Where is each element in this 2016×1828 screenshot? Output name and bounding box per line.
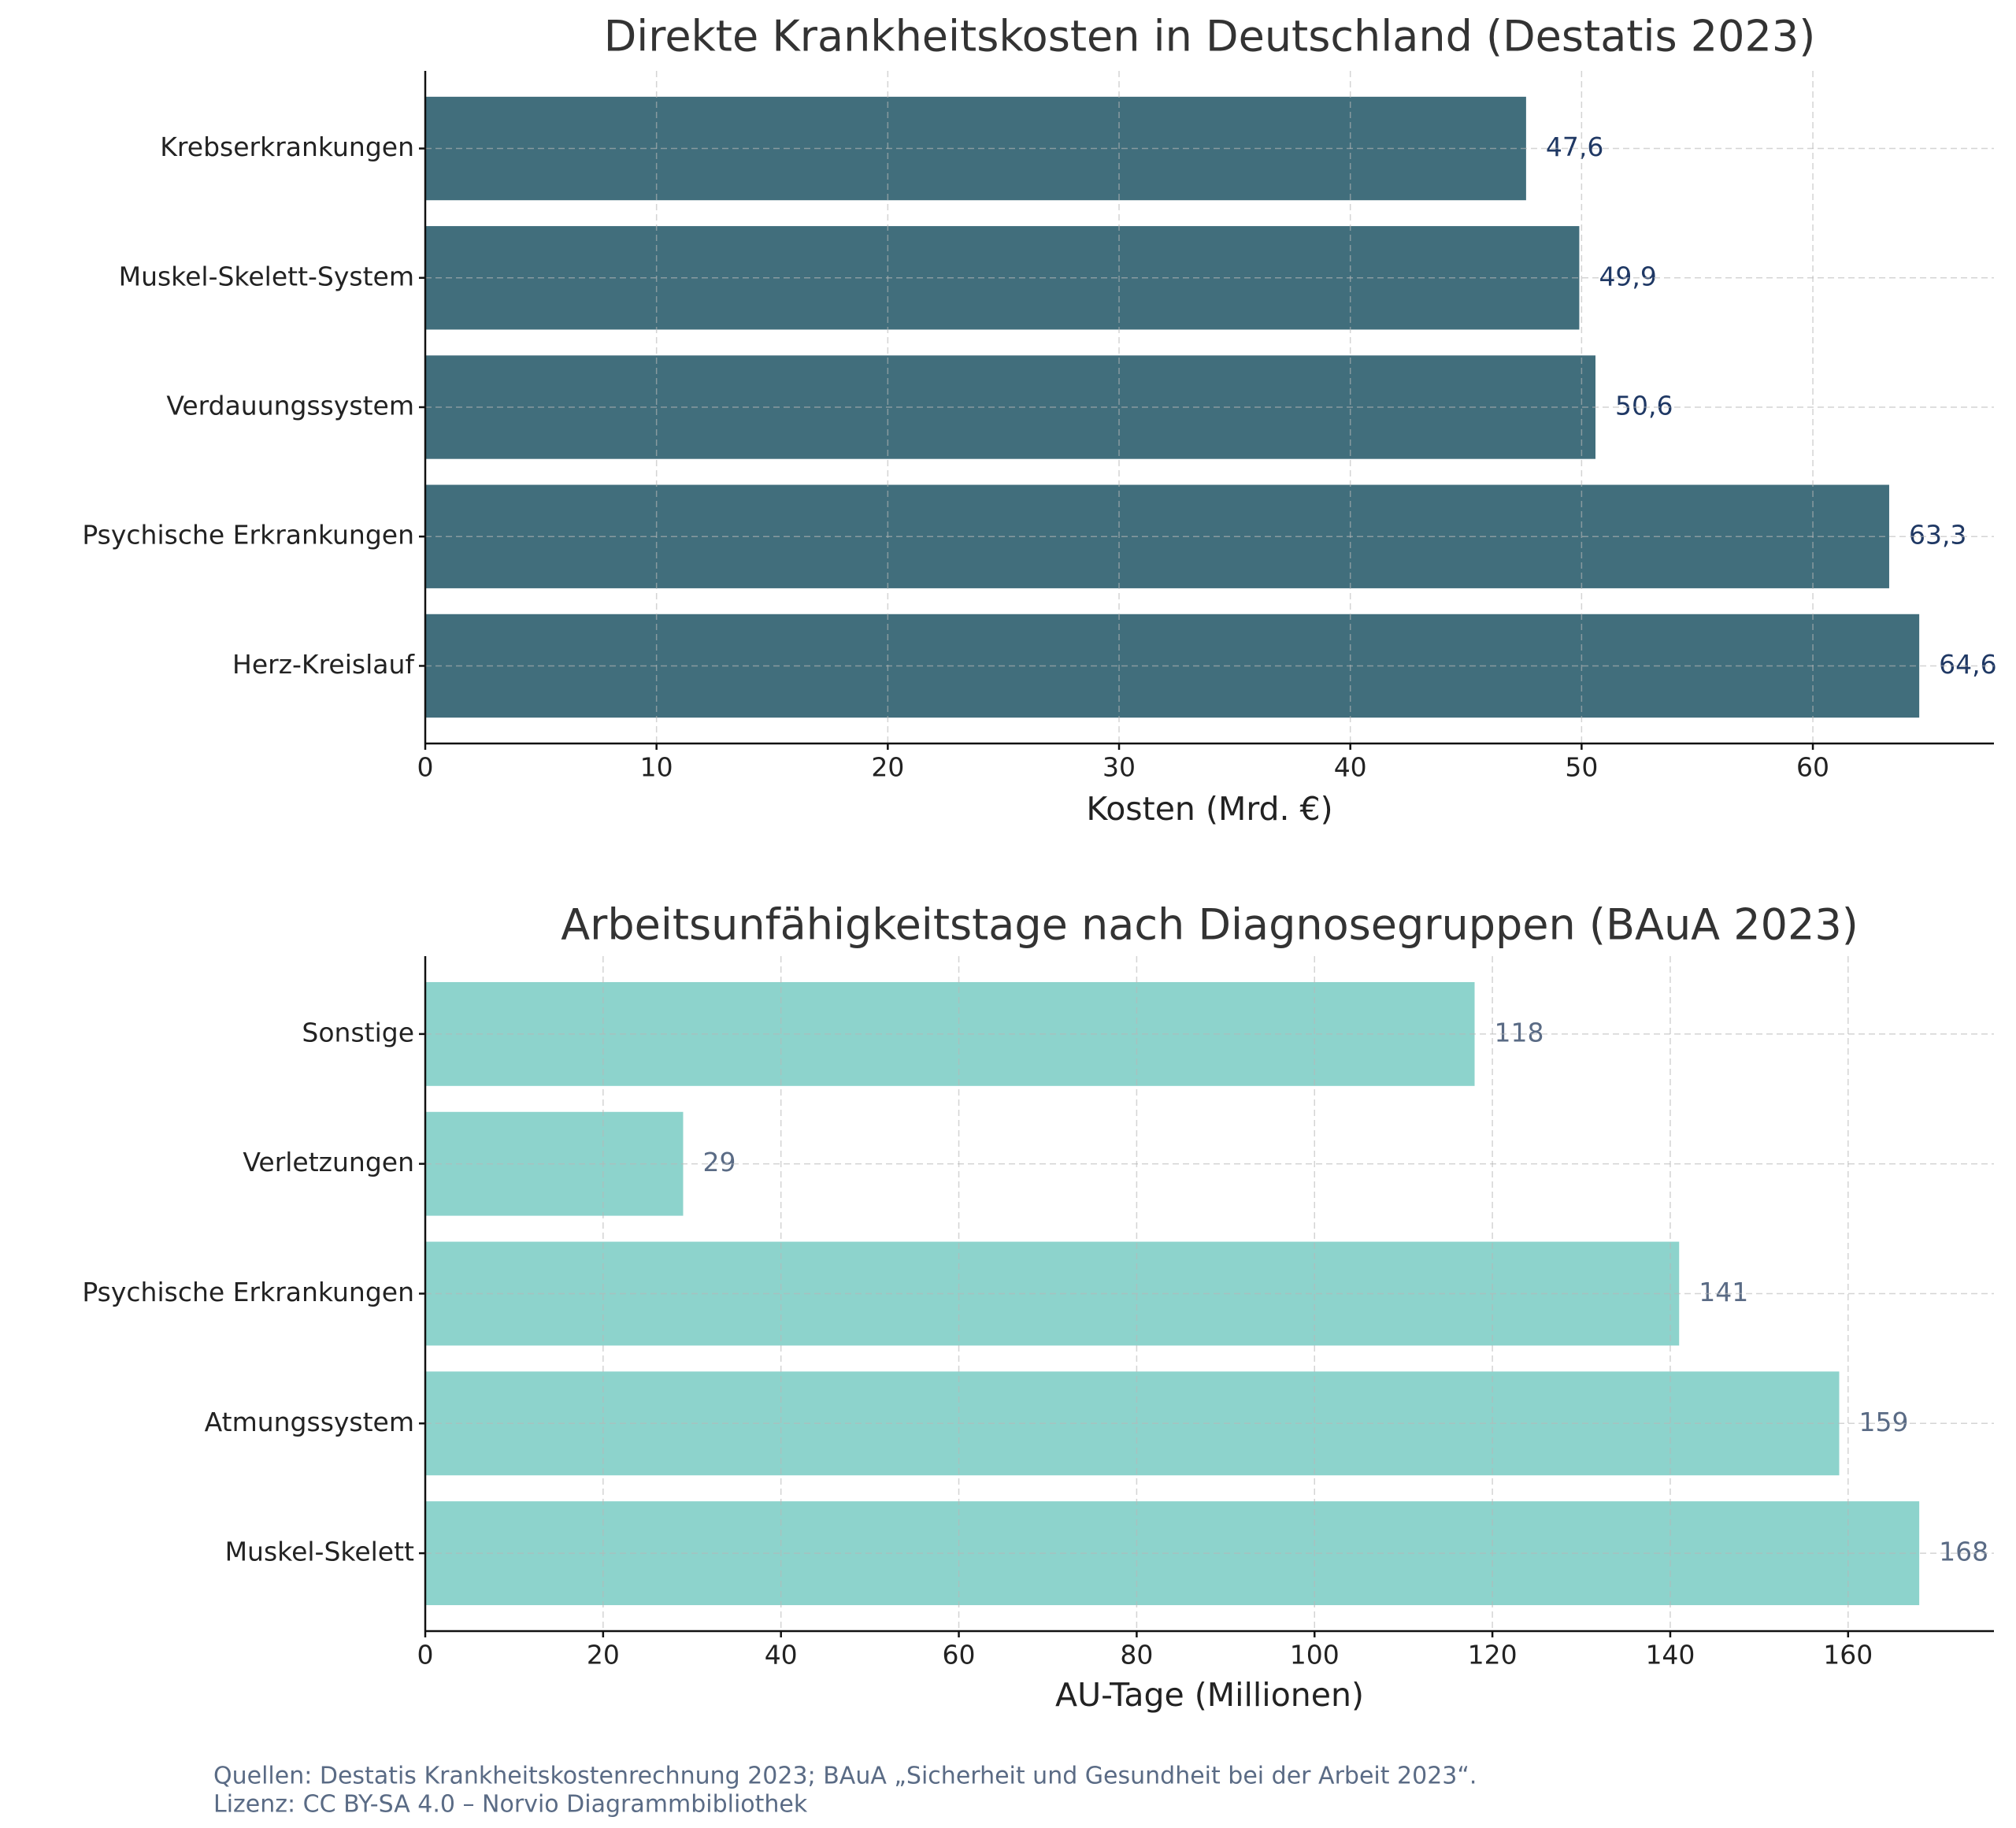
y-tick-label: Muskel-Skelett-System: [119, 261, 414, 291]
y-tick-label: Atmungssystem: [205, 1407, 414, 1437]
y-tick-label: Psychische Erkrankungen: [82, 1277, 414, 1307]
y-tick-label: Krebserkrankungen: [160, 132, 414, 162]
footer-line: Lizenz: CC BY-SA 4.0 – Norvio Diagrammbi…: [213, 1791, 808, 1819]
x-tick-label: 60: [943, 1640, 976, 1670]
x-tick-label: 30: [1102, 752, 1136, 783]
x-tick-label: 0: [417, 1640, 434, 1670]
y-tick-label: Psychische Erkrankungen: [82, 520, 414, 551]
x-tick-label: 40: [1334, 752, 1367, 783]
value-label: 64,6: [1939, 649, 1996, 680]
value-label: 49,9: [1599, 261, 1656, 291]
x-tick-label: 160: [1823, 1640, 1873, 1670]
value-label: 47,6: [1546, 132, 1603, 162]
x-tick-label: 10: [640, 752, 673, 783]
x-tick-label: 120: [1468, 1640, 1518, 1670]
x-tick-label: 140: [1645, 1640, 1695, 1670]
x-tick-label: 80: [1120, 1640, 1153, 1670]
x-tick-label: 0: [417, 752, 434, 783]
value-label: 118: [1495, 1017, 1544, 1047]
value-label: 141: [1699, 1277, 1748, 1307]
x-tick-label: 50: [1565, 752, 1598, 783]
footer-line: Quellen: Destatis Krankheitskostenrechnu…: [213, 1763, 1477, 1790]
x-tick-label: 20: [587, 1640, 620, 1670]
value-label: 168: [1939, 1537, 1988, 1567]
x-tick-label: 60: [1796, 752, 1829, 783]
y-tick-label: Verletzungen: [243, 1147, 414, 1177]
chart-title: Direkte Krankheitskosten in Deutschland …: [604, 12, 1816, 61]
value-label: 50,6: [1615, 391, 1673, 421]
y-tick-label: Verdauungssystem: [166, 391, 414, 421]
y-tick-label: Herz-Kreislauf: [232, 649, 415, 680]
x-axis-label: Kosten (Mrd. €): [1086, 790, 1332, 828]
value-label: 29: [702, 1147, 736, 1177]
x-tick-label: 100: [1290, 1640, 1340, 1670]
value-label: 159: [1859, 1407, 1909, 1437]
chart-title: Arbeitsunfähigkeitstage nach Diagnosegru…: [561, 900, 1858, 950]
value-label: 63,3: [1909, 520, 1966, 551]
x-tick-label: 20: [871, 752, 904, 783]
x-axis-label: AU-Tage (Millionen): [1055, 1676, 1364, 1714]
x-tick-label: 40: [765, 1640, 798, 1670]
y-tick-label: Sonstige: [302, 1017, 414, 1047]
y-tick-label: Muskel-Skelett: [225, 1537, 414, 1567]
